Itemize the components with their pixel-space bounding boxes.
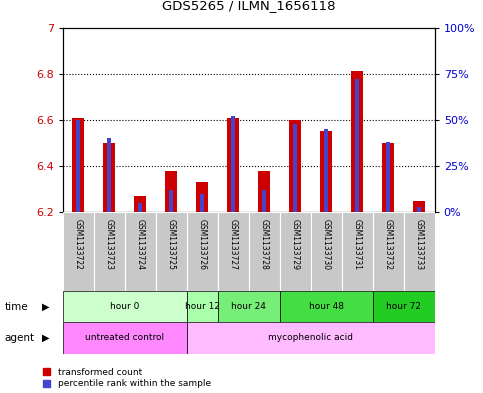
Text: GSM1133728: GSM1133728 <box>260 219 269 269</box>
Bar <box>218 212 249 291</box>
Legend: transformed count, percentile rank within the sample: transformed count, percentile rank withi… <box>43 368 211 389</box>
Bar <box>187 212 218 291</box>
Bar <box>227 118 240 212</box>
Bar <box>262 190 266 212</box>
Bar <box>289 120 301 212</box>
Bar <box>156 212 187 291</box>
Text: GSM1133727: GSM1133727 <box>229 219 238 270</box>
Text: ▶: ▶ <box>42 333 50 343</box>
Text: GSM1133726: GSM1133726 <box>198 219 207 270</box>
Bar <box>165 171 177 212</box>
Bar <box>320 131 332 212</box>
Bar <box>196 182 209 212</box>
Bar <box>413 201 426 212</box>
Bar <box>107 138 111 212</box>
Text: GSM1133731: GSM1133731 <box>353 219 362 270</box>
Text: mycophenolic acid: mycophenolic acid <box>268 334 353 342</box>
Bar <box>280 212 311 291</box>
Bar <box>218 291 280 322</box>
Bar <box>311 212 342 291</box>
Text: GSM1133733: GSM1133733 <box>415 219 424 270</box>
Bar <box>63 322 187 354</box>
Bar <box>258 171 270 212</box>
Bar <box>200 194 204 212</box>
Bar <box>103 143 115 212</box>
Bar <box>417 207 421 212</box>
Text: GSM1133724: GSM1133724 <box>136 219 145 270</box>
Text: time: time <box>5 301 28 312</box>
Bar <box>139 203 142 212</box>
Bar <box>386 142 390 212</box>
Text: GSM1133729: GSM1133729 <box>291 219 300 270</box>
Text: untreated control: untreated control <box>85 334 164 342</box>
Text: agent: agent <box>5 333 35 343</box>
Bar <box>355 79 359 212</box>
Bar <box>373 212 404 291</box>
Text: GDS5265 / ILMN_1656118: GDS5265 / ILMN_1656118 <box>162 0 336 12</box>
Bar <box>63 212 94 291</box>
Bar <box>134 196 146 212</box>
Text: hour 24: hour 24 <box>231 302 266 311</box>
Bar <box>293 123 297 212</box>
Text: GSM1133722: GSM1133722 <box>74 219 83 269</box>
Bar <box>170 190 173 212</box>
Bar <box>382 143 395 212</box>
Text: GSM1133723: GSM1133723 <box>105 219 114 270</box>
Text: hour 48: hour 48 <box>309 302 344 311</box>
Text: GSM1133732: GSM1133732 <box>384 219 393 270</box>
Text: hour 12: hour 12 <box>185 302 220 311</box>
Bar <box>76 120 80 212</box>
Bar <box>249 212 280 291</box>
Bar <box>351 72 363 212</box>
Text: GSM1133725: GSM1133725 <box>167 219 176 270</box>
Bar <box>94 212 125 291</box>
Text: GSM1133730: GSM1133730 <box>322 219 331 270</box>
Bar <box>373 291 435 322</box>
Bar <box>342 212 373 291</box>
Bar <box>187 291 218 322</box>
Bar <box>187 322 435 354</box>
Bar <box>231 116 235 212</box>
Bar <box>404 212 435 291</box>
Bar <box>125 212 156 291</box>
Bar <box>72 118 85 212</box>
Text: hour 0: hour 0 <box>110 302 140 311</box>
Bar <box>63 291 187 322</box>
Text: ▶: ▶ <box>42 301 50 312</box>
Bar <box>325 129 328 212</box>
Bar <box>280 291 373 322</box>
Text: hour 72: hour 72 <box>386 302 421 311</box>
